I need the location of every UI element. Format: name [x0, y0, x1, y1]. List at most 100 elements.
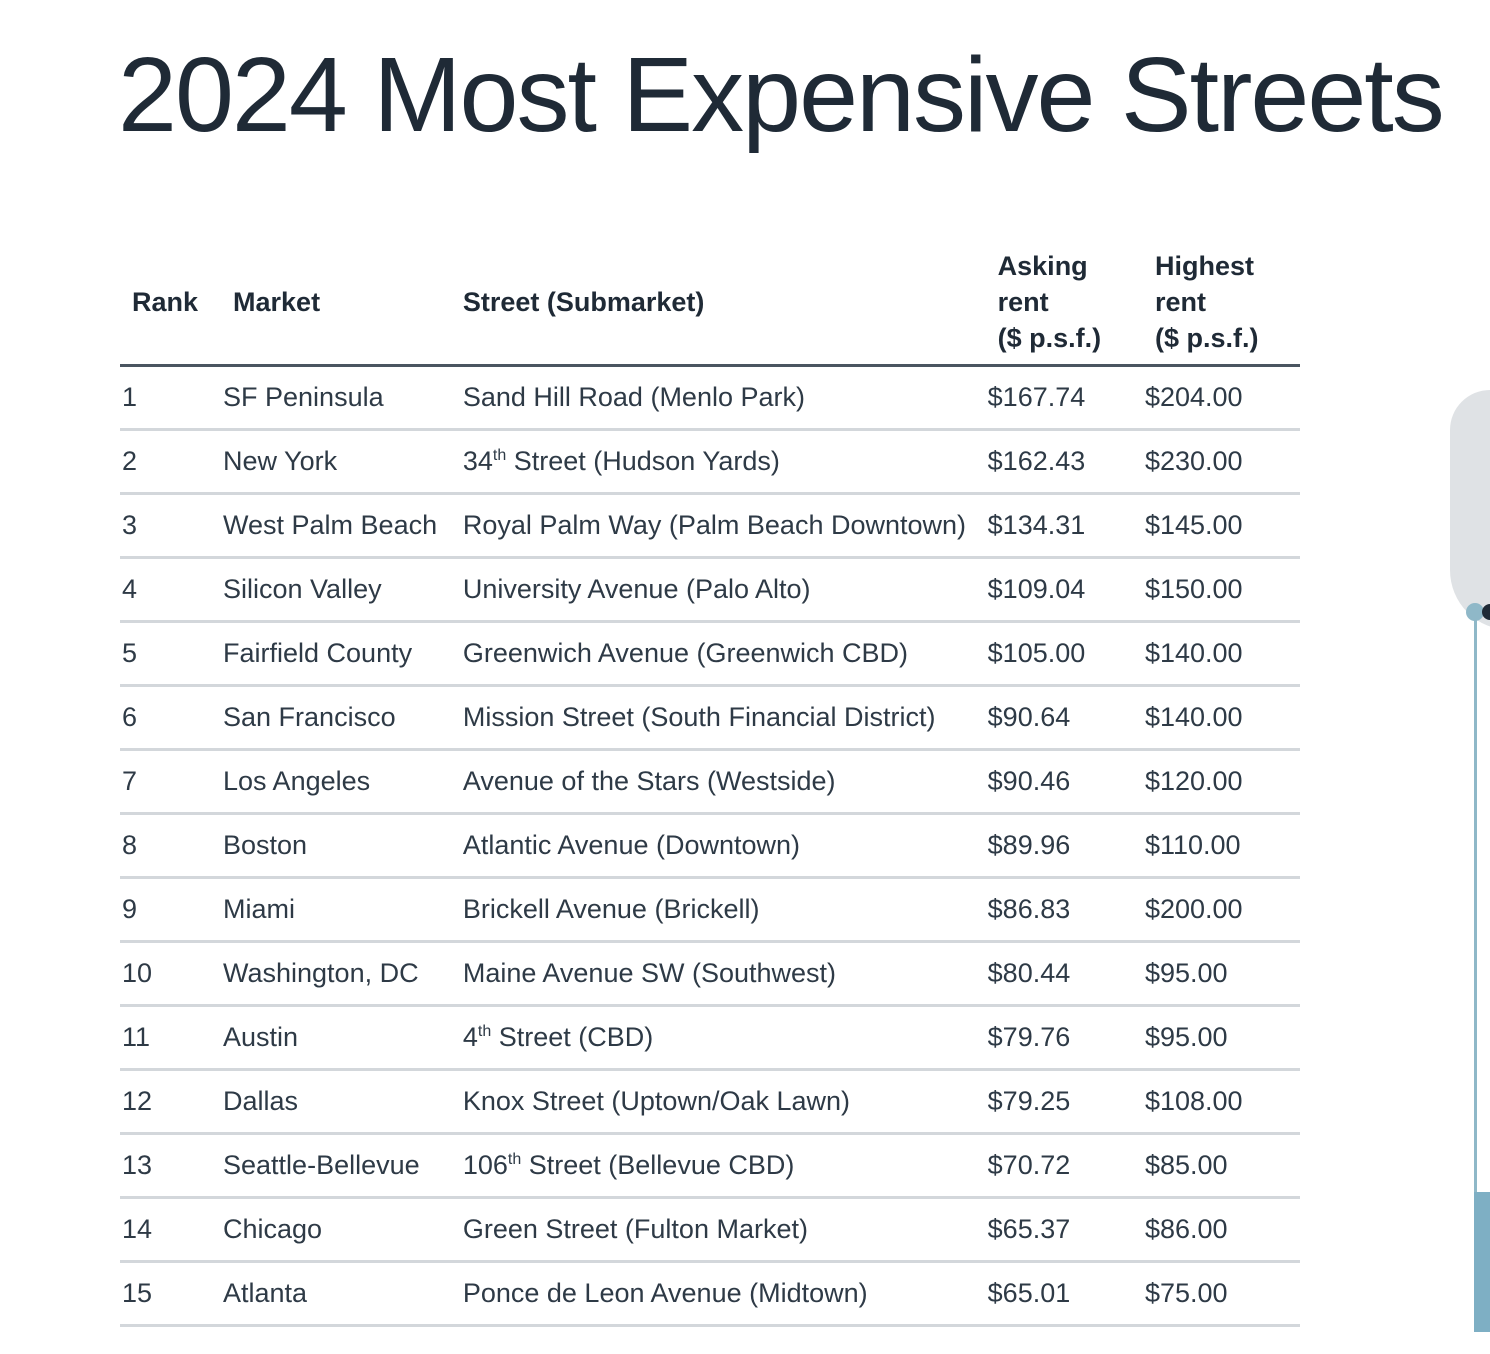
table-row: 11 Austin 4th Street (CBD) $79.76 $95.00 [120, 1005, 1300, 1071]
market-cell: Washington, DC [223, 941, 463, 1007]
street-text: Greenwich Avenue (Greenwich CBD) [462, 638, 909, 668]
market-cell: Atlanta [223, 1261, 463, 1327]
street-text: Sand Hill Road (Menlo Park) [462, 382, 805, 412]
rank-cell: 7 [120, 749, 224, 815]
rank-cell: 11 [120, 1005, 224, 1071]
header-asking-line-3: ($ p.s.f.) [997, 323, 1102, 353]
highest-rent-cell: $204.00 [1144, 365, 1300, 431]
header-asking-line-2: rent [997, 287, 1049, 317]
street-cell: Atlantic Avenue (Downtown) [462, 813, 988, 879]
street-text: Atlantic Avenue (Downtown) [462, 830, 801, 860]
street-cell: Brickell Avenue (Brickell) [462, 877, 988, 943]
rank-cell: 13 [120, 1133, 224, 1199]
asking-rent-cell: $86.83 [987, 877, 1145, 943]
rank-cell: 12 [120, 1069, 224, 1135]
street-ordinal-suffix: th [492, 447, 507, 464]
highest-rent-cell: $75.00 [1144, 1261, 1300, 1327]
market-cell: Fairfield County [223, 621, 463, 687]
street-text: Ponce de Leon Avenue (Midtown) [462, 1278, 868, 1308]
rank-cell: 15 [120, 1261, 224, 1327]
highest-rent-cell: $120.00 [1144, 749, 1300, 815]
street-text: Royal Palm Way (Palm Beach Downtown) [462, 510, 967, 540]
rank-cell: 9 [120, 877, 224, 943]
market-cell: New York [223, 429, 463, 495]
table-row: 3 West Palm Beach Royal Palm Way (Palm Bea… [120, 493, 1300, 559]
street-cell: Avenue of the Stars (Westside) [462, 749, 988, 815]
asking-rent-cell: $162.43 [987, 429, 1145, 495]
rank-cell: 6 [120, 685, 224, 751]
street-cell: 4th Street (CBD) [462, 1005, 988, 1071]
asking-rent-cell: $89.96 [987, 813, 1145, 879]
street-cell: Maine Avenue SW (Southwest) [462, 941, 988, 1007]
rank-cell: 8 [120, 813, 224, 879]
asking-rent-cell: $80.44 [987, 941, 1145, 1007]
table-row: 5 Fairfield County Greenwich Avenue (Green… [120, 621, 1300, 687]
asking-rent-cell: $79.25 [987, 1069, 1145, 1135]
highest-rent-cell: $95.00 [1144, 1005, 1300, 1071]
street-text-rest: Street (CBD) [491, 1022, 654, 1052]
street-text: Knox Street (Uptown/Oak Lawn) [462, 1086, 851, 1116]
street-text: Avenue of the Stars (Westside) [462, 766, 836, 796]
header-highest-line-3: ($ p.s.f.) [1154, 323, 1259, 353]
header-rank: Rank [120, 240, 224, 367]
street-cell: Sand Hill Road (Menlo Park) [462, 365, 988, 431]
market-cell: Boston [223, 813, 463, 879]
street-text-rest: Street (Bellevue CBD) [521, 1150, 795, 1180]
table-row: 9 Miami Brickell Avenue (Brickell) $86.83 $2… [120, 877, 1300, 943]
header-highest-rent: Highest rent ($ p.s.f.) [1144, 240, 1300, 367]
highest-rent-cell: $108.00 [1144, 1069, 1300, 1135]
table-row: 8 Boston Atlantic Avenue (Downtown) $89.96 $… [120, 813, 1300, 879]
map-marker-dot [1466, 603, 1484, 621]
highest-rent-cell: $110.00 [1144, 813, 1300, 879]
asking-rent-cell: $90.46 [987, 749, 1145, 815]
map-connector-line [1474, 620, 1477, 1332]
market-cell: West Palm Beach [223, 493, 463, 559]
table-row: 10 Washington, DC Maine Avenue SW (Southwe… [120, 941, 1300, 1007]
highest-rent-cell: $230.00 [1144, 429, 1300, 495]
market-cell: San Francisco [223, 685, 463, 751]
asking-rent-cell: $105.00 [987, 621, 1145, 687]
highest-rent-cell: $140.00 [1144, 685, 1300, 751]
table-row: 6 San Francisco Mission Street (South Fina… [120, 685, 1300, 751]
asking-rent-cell: $70.72 [987, 1133, 1145, 1199]
street-cell: Mission Street (South Financial District… [462, 685, 988, 751]
street-cell: University Avenue (Palo Alto) [462, 557, 988, 623]
rank-cell: 5 [120, 621, 224, 687]
asking-rent-cell: $134.31 [987, 493, 1145, 559]
header-highest-line-1: Highest [1154, 251, 1254, 281]
street-cell: Ponce de Leon Avenue (Midtown) [462, 1261, 988, 1327]
table-row: 2 New York 34th Street (Hudson Yards) $162.… [120, 429, 1300, 495]
page-title: 2024 Most Expensive Streets [118, 36, 1445, 154]
map-marker-dot-dark [1482, 604, 1490, 620]
market-cell: Silicon Valley [223, 557, 463, 623]
table-row: 4 Silicon Valley University Avenue (Palo A… [120, 557, 1300, 623]
rank-cell: 14 [120, 1197, 224, 1263]
highest-rent-cell: $140.00 [1144, 621, 1300, 687]
table-row: 12 Dallas Knox Street (Uptown/Oak Lawn) $79… [120, 1069, 1300, 1135]
street-cell: Greenwich Avenue (Greenwich CBD) [462, 621, 988, 687]
market-cell: Austin [223, 1005, 463, 1071]
highest-rent-cell: $145.00 [1144, 493, 1300, 559]
header-asking-line-1: Asking [997, 251, 1088, 281]
street-text: Mission Street (South Financial District… [462, 702, 936, 732]
street-cell: Knox Street (Uptown/Oak Lawn) [462, 1069, 988, 1135]
asking-rent-cell: $65.37 [987, 1197, 1145, 1263]
street-text-rest: Street (Hudson Yards) [506, 446, 780, 476]
header-market: Market [223, 240, 463, 367]
highest-rent-cell: $85.00 [1144, 1133, 1300, 1199]
market-cell: Chicago [223, 1197, 463, 1263]
header-asking-rent: Asking rent ($ p.s.f.) [987, 240, 1145, 367]
table-row: 13 Seattle-Bellevue 106th Street (Bellevue… [120, 1133, 1300, 1199]
asking-rent-cell: $79.76 [987, 1005, 1145, 1071]
highest-rent-cell: $95.00 [1144, 941, 1300, 1007]
map-fragment [1450, 390, 1490, 630]
table-row: 15 Atlanta Ponce de Leon Avenue (Midtown) $… [120, 1261, 1300, 1327]
street-text: Brickell Avenue (Brickell) [462, 894, 760, 924]
header-row: Rank Market Street (Submarket) Asking re… [120, 240, 1300, 367]
highest-rent-cell: $150.00 [1144, 557, 1300, 623]
asking-rent-cell: $90.64 [987, 685, 1145, 751]
street-text: University Avenue (Palo Alto) [462, 574, 811, 604]
rank-cell: 2 [120, 429, 224, 495]
market-cell: Los Angeles [223, 749, 463, 815]
rent-table: Rank Market Street (Submarket) Asking re… [120, 240, 1300, 1327]
